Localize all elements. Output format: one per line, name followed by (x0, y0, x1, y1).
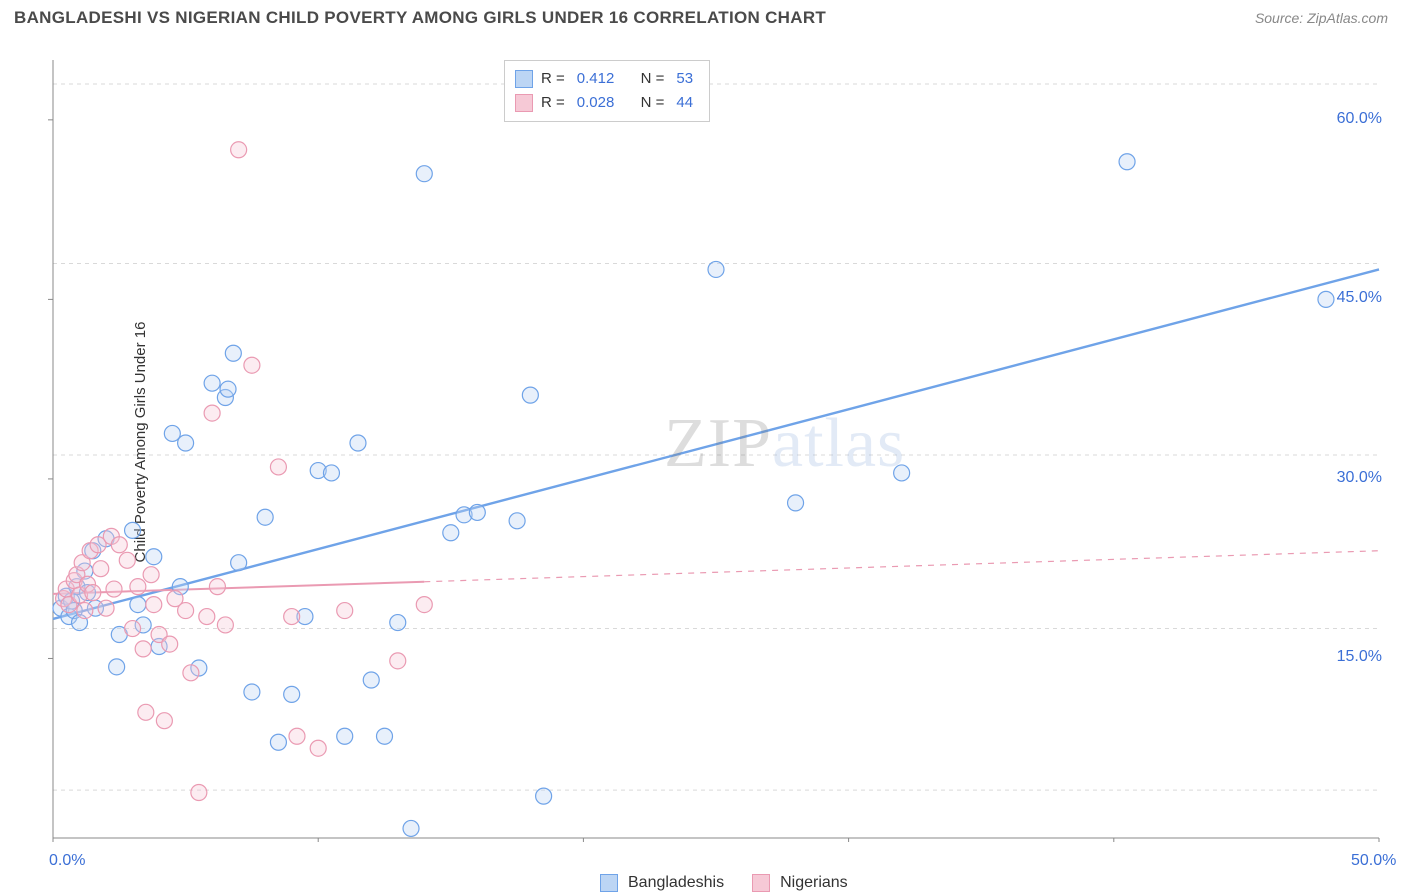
n-label: N = (641, 91, 665, 115)
legend-swatch (515, 94, 533, 112)
series-legend-label: Bangladeshis (628, 874, 724, 892)
r-label: R = (541, 67, 565, 91)
source-label: Source: ZipAtlas.com (1255, 10, 1388, 26)
x-tick-label: 0.0% (49, 852, 85, 870)
legend-swatch (752, 874, 770, 892)
series-legend-item: Bangladeshis (600, 874, 724, 892)
series-legend-item: Nigerians (752, 874, 848, 892)
n-value: 44 (676, 91, 693, 115)
r-value: 0.412 (577, 67, 615, 91)
legend-swatch (515, 70, 533, 88)
legend-swatch (600, 874, 618, 892)
y-tick-label: 60.0% (1337, 110, 1382, 128)
correlation-legend-row: R = 0.412 N = 53 (515, 67, 699, 91)
chart-container: Child Poverty Among Girls Under 16 R =0.… (48, 42, 1388, 842)
y-tick-label: 15.0% (1337, 648, 1382, 666)
y-tick-label: 30.0% (1337, 469, 1382, 487)
chart-title: BANGLADESHI VS NIGERIAN CHILD POVERTY AM… (14, 8, 826, 28)
correlation-legend: R = 0.412 N = 53 R = 0.028 N = 44 (504, 60, 710, 122)
y-tick-label: 45.0% (1337, 289, 1382, 307)
r-label: R = (541, 91, 565, 115)
r-value: 0.028 (577, 91, 615, 115)
series-legend-label: Nigerians (780, 874, 848, 892)
n-value: 53 (676, 67, 693, 91)
n-label: N = (641, 67, 665, 91)
scatter-plot (48, 42, 1388, 842)
correlation-legend-row: R = 0.028 N = 44 (515, 91, 699, 115)
x-tick-label: 50.0% (1351, 852, 1396, 870)
series-legend: Bangladeshis Nigerians (600, 874, 848, 892)
header: BANGLADESHI VS NIGERIAN CHILD POVERTY AM… (0, 0, 1406, 34)
